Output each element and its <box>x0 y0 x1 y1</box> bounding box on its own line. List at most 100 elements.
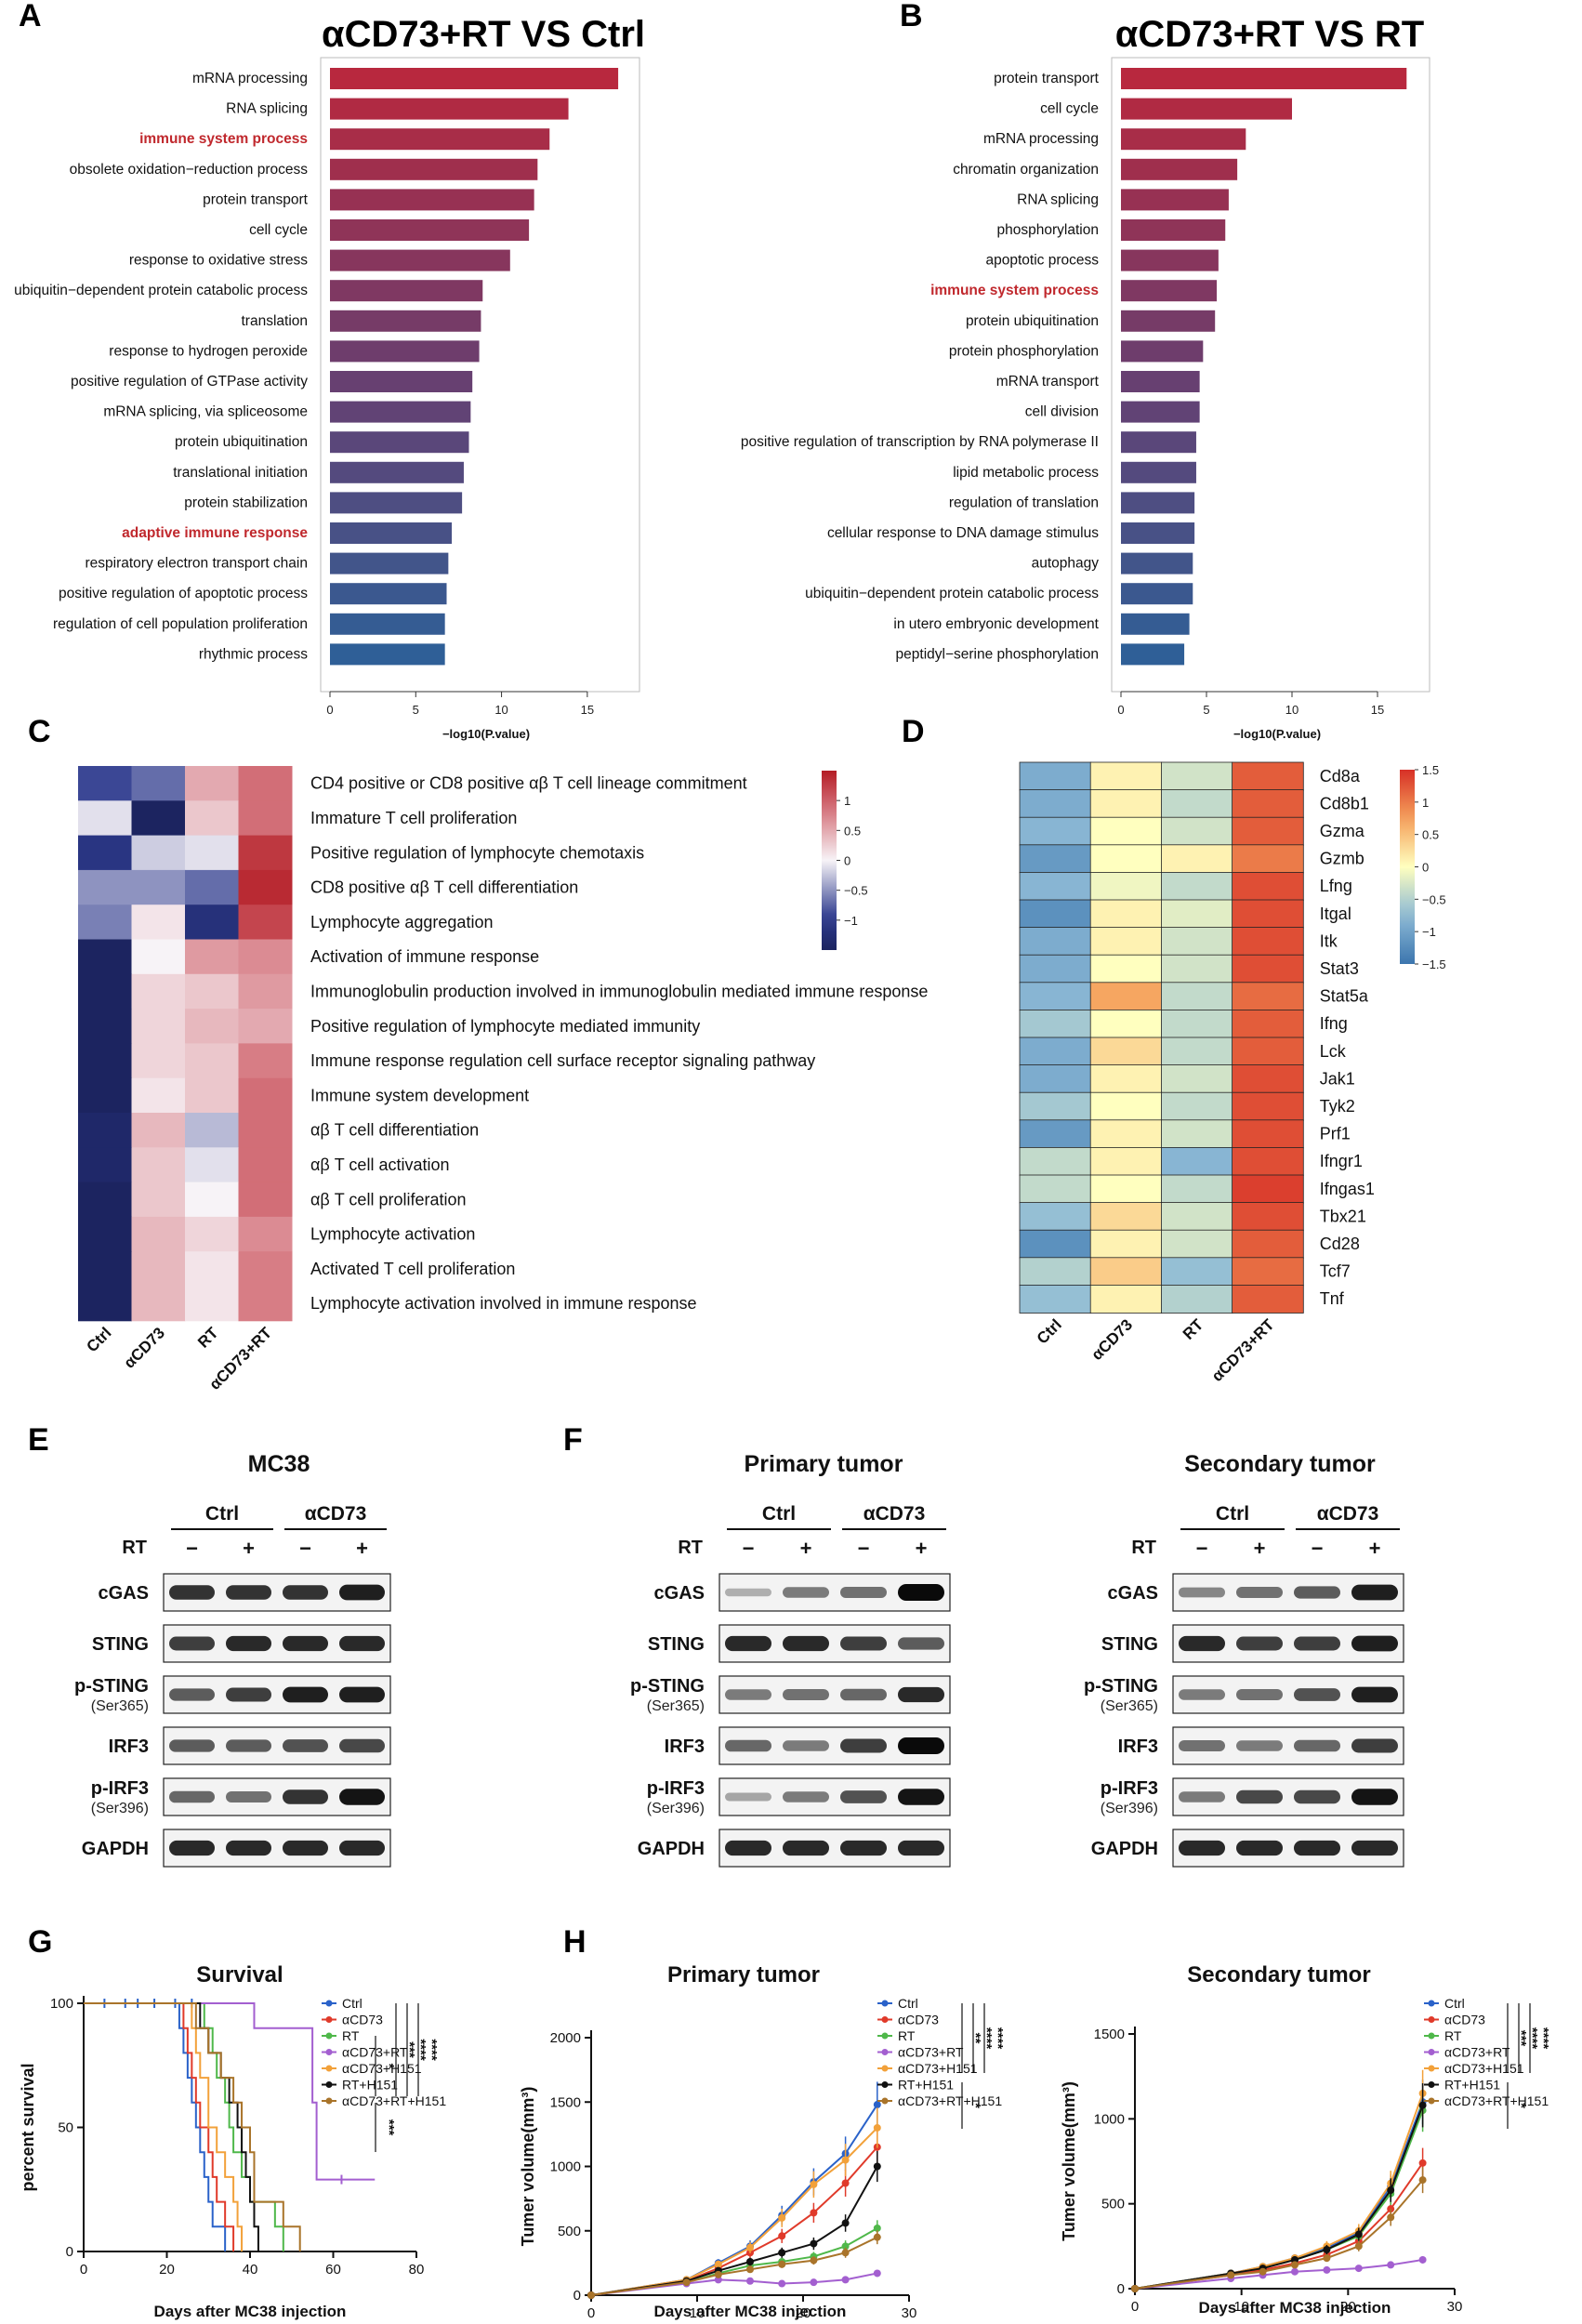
rt-label: RT <box>122 1538 147 1558</box>
column-label: RT <box>194 1324 222 1352</box>
row-label: Immature T cell proliferation <box>310 809 517 827</box>
band <box>898 1686 944 1703</box>
legend-marker <box>325 2081 333 2088</box>
growth-curve <box>1134 2258 1423 2290</box>
term-label: ubiquitin−dependent protein catabolic pr… <box>805 586 1099 601</box>
band <box>169 1585 215 1600</box>
protein-label: p-IRF3 <box>91 1778 149 1799</box>
data-point <box>746 2257 754 2265</box>
protein-label: p-IRF3 <box>647 1778 705 1799</box>
data-point <box>873 2233 881 2241</box>
row-label: Itgal <box>1320 905 1351 923</box>
column-label: αCD73 <box>121 1324 169 1372</box>
data-point <box>841 2156 850 2164</box>
significance-label: * <box>1513 2103 1529 2108</box>
bar <box>330 643 445 666</box>
term-label: protein ubiquitination <box>966 313 1099 329</box>
data-point <box>1418 2101 1427 2109</box>
term-label: translation <box>241 313 308 329</box>
heatmap-cell <box>131 1216 186 1252</box>
legend-label: αCD73 <box>898 2013 939 2027</box>
row-label: αβ T cell differentiation <box>310 1121 479 1140</box>
heatmap-cell <box>1089 1119 1163 1149</box>
band <box>169 1790 215 1803</box>
heatmap-cell <box>78 766 132 801</box>
row-label: Stat5a <box>1320 987 1369 1006</box>
row-label: Activated T cell proliferation <box>310 1260 515 1278</box>
bar <box>1121 340 1204 363</box>
protein-label: cGAS <box>654 1583 705 1604</box>
band <box>226 1791 271 1802</box>
row-label: Itk <box>1320 931 1338 950</box>
heatmap-cell <box>238 1182 293 1218</box>
heatmap-cell <box>78 1043 132 1079</box>
colorbar-tick-label: 0.5 <box>1422 828 1439 842</box>
heatmap-cell <box>185 1077 239 1114</box>
bar <box>330 189 534 211</box>
heatmap-cell <box>185 1113 239 1148</box>
heatmap-cell <box>1089 954 1163 984</box>
heatmap-cell <box>1089 1147 1163 1176</box>
protein-label: GAPDH <box>1091 1839 1158 1859</box>
legend-marker <box>1428 2065 1435 2072</box>
protein-label: STING <box>1101 1634 1158 1655</box>
heatmap-cell <box>238 1043 293 1079</box>
y-tick-label: 1500 <box>550 2094 581 2110</box>
y-tick-label: 0 <box>573 2288 581 2304</box>
bar <box>330 280 483 302</box>
heatmap-cell <box>1089 1037 1163 1066</box>
bar <box>1121 583 1193 605</box>
colorbar-tick-label: 0 <box>1422 861 1429 875</box>
data-point <box>1387 2186 1395 2195</box>
significance-label: * <box>381 2064 397 2069</box>
y-tick-label: 0 <box>66 2244 73 2260</box>
rt-sign: − <box>858 1537 870 1560</box>
band <box>1179 1587 1225 1598</box>
row-label: Tbx21 <box>1320 1207 1366 1225</box>
growth-curve <box>1134 2162 1424 2290</box>
heatmap-cell <box>1089 789 1163 819</box>
legend-marker <box>881 2065 889 2072</box>
data-point <box>1387 2213 1395 2222</box>
group-label: Ctrl <box>1216 1503 1249 1525</box>
band <box>898 1584 944 1601</box>
y-tick-label: 500 <box>1101 2197 1125 2212</box>
heatmap-cell <box>1232 1037 1304 1066</box>
x-axis-label: Days after MC38 injection <box>654 2303 847 2320</box>
heatmap-cell <box>238 939 293 975</box>
bar <box>1121 189 1229 211</box>
band <box>898 1840 944 1856</box>
data-point <box>1418 2255 1427 2264</box>
band <box>1294 1739 1340 1752</box>
significance-label: ** <box>968 2033 983 2044</box>
band <box>1179 1635 1225 1652</box>
heatmap-cell <box>238 800 293 837</box>
bar <box>330 371 473 392</box>
heatmap-cell <box>185 766 239 801</box>
rt-sign: + <box>1369 1537 1381 1560</box>
column-label: Ctrl <box>1034 1315 1065 1347</box>
heatmap-cell <box>1161 1174 1233 1204</box>
protein-label: p-STING <box>74 1676 149 1697</box>
row-label: Lymphocyte activation <box>310 1225 475 1244</box>
legend-label: Ctrl <box>898 1996 918 2011</box>
band <box>783 1635 829 1652</box>
bar <box>1121 552 1193 574</box>
heatmap-cell <box>238 905 293 940</box>
band <box>226 1840 271 1856</box>
legend-label: αCD73+H151 <box>898 2061 978 2076</box>
survival-curve <box>84 2002 244 2251</box>
heatmap-cell <box>238 1216 293 1252</box>
data-point <box>873 2269 881 2278</box>
heatmap-cell <box>131 1286 186 1322</box>
legend-label: αCD73+RT+H151 <box>342 2093 446 2108</box>
x-tick-label: 0 <box>587 2305 595 2321</box>
heatmap-cell <box>1232 1064 1304 1094</box>
term-label: mRNA splicing, via spliceosome <box>103 404 308 420</box>
band <box>169 1739 215 1752</box>
legend-marker <box>881 2032 889 2040</box>
row-label: CD8 positive αβ T cell differentiation <box>310 878 578 897</box>
heatmap-cell <box>1019 1285 1092 1314</box>
term-label: protein transport <box>203 191 309 207</box>
x-tick-label: 20 <box>1340 2299 1356 2315</box>
